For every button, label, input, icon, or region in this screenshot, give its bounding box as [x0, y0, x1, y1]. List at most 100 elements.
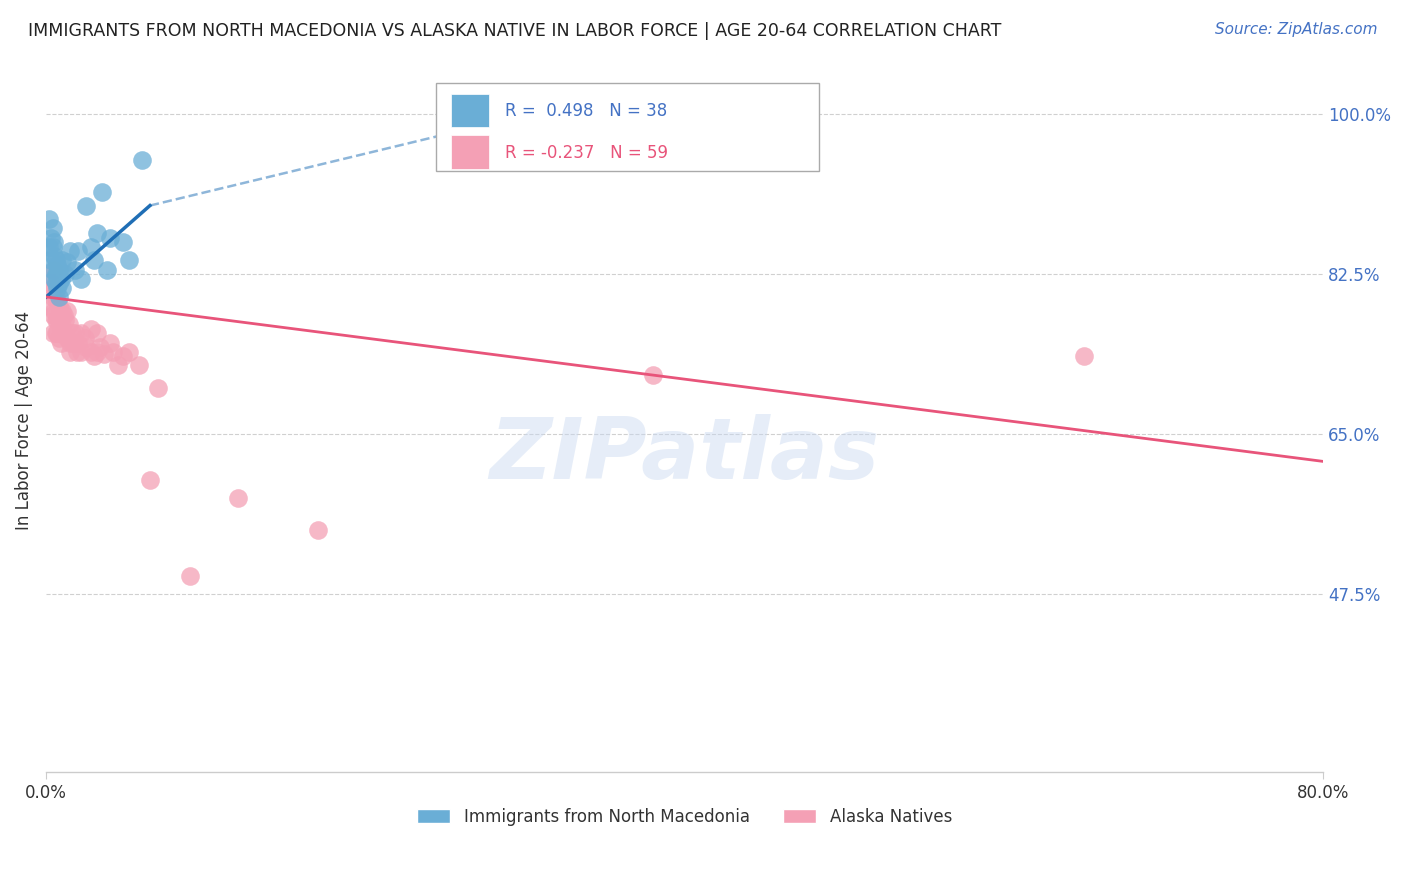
- Point: [75, 198, 97, 212]
- Point: [45, 290, 67, 304]
- Point: [49, 335, 72, 350]
- Point: [70, 271, 93, 285]
- Point: [51, 319, 73, 334]
- Point: [56, 331, 79, 345]
- Point: [45, 253, 67, 268]
- Point: [45, 312, 67, 326]
- Point: [131, 153, 153, 167]
- Point: [111, 349, 134, 363]
- Point: [46, 267, 69, 281]
- Point: [98, 335, 121, 350]
- Point: [39, 230, 62, 244]
- Point: [48, 277, 70, 291]
- Point: [70, 326, 93, 341]
- Point: [86, 326, 108, 341]
- Point: [70, 344, 93, 359]
- Point: [89, 340, 111, 354]
- Point: [111, 235, 134, 249]
- Point: [38, 299, 60, 313]
- Text: ZIPatlas: ZIPatlas: [489, 414, 880, 497]
- Text: Source: ZipAtlas.com: Source: ZipAtlas.com: [1215, 22, 1378, 37]
- Point: [65, 344, 87, 359]
- Point: [107, 359, 129, 373]
- Point: [103, 344, 125, 359]
- Point: [67, 244, 90, 259]
- Point: [45, 326, 67, 341]
- Point: [49, 308, 72, 322]
- Point: [83, 253, 105, 268]
- Point: [45, 267, 67, 281]
- Point: [49, 322, 72, 336]
- Point: [96, 262, 118, 277]
- Point: [41, 308, 63, 322]
- Point: [67, 335, 90, 350]
- Point: [307, 523, 329, 537]
- Text: IMMIGRANTS FROM NORTH MACEDONIA VS ALASKA NATIVE IN LABOR FORCE | AGE 20-64 CORR: IMMIGRANTS FROM NORTH MACEDONIA VS ALASK…: [28, 22, 1001, 40]
- Point: [48, 290, 70, 304]
- Point: [48, 331, 70, 345]
- FancyBboxPatch shape: [451, 94, 489, 128]
- Point: [641, 368, 664, 382]
- Point: [226, 491, 249, 505]
- Point: [53, 312, 76, 326]
- Point: [38, 212, 60, 227]
- Point: [58, 318, 80, 332]
- Point: [46, 312, 69, 326]
- Point: [53, 328, 76, 343]
- Point: [75, 340, 97, 354]
- Point: [51, 303, 73, 318]
- Point: [56, 303, 79, 318]
- Point: [98, 230, 121, 244]
- Point: [41, 240, 63, 254]
- Point: [73, 331, 96, 345]
- Point: [179, 568, 201, 582]
- Point: [39, 253, 62, 268]
- Point: [41, 290, 63, 304]
- Point: [80, 344, 103, 359]
- Point: [118, 253, 141, 268]
- Point: [56, 255, 79, 269]
- Point: [51, 281, 73, 295]
- Point: [59, 244, 82, 259]
- Point: [48, 262, 70, 277]
- Point: [41, 326, 63, 341]
- Point: [59, 344, 82, 359]
- Point: [41, 262, 63, 277]
- Point: [48, 299, 70, 313]
- Point: [80, 322, 103, 336]
- Point: [38, 240, 60, 254]
- Point: [46, 281, 69, 295]
- Legend: Immigrants from North Macedonia, Alaska Natives: Immigrants from North Macedonia, Alaska …: [409, 799, 960, 834]
- Point: [46, 326, 69, 341]
- Point: [60, 326, 83, 341]
- Point: [146, 381, 169, 395]
- Y-axis label: In Labor Force | Age 20-64: In Labor Force | Age 20-64: [15, 310, 32, 530]
- Point: [44, 303, 66, 318]
- Point: [1073, 349, 1095, 363]
- Point: [49, 271, 72, 285]
- Point: [46, 294, 69, 309]
- Point: [83, 349, 105, 363]
- Point: [51, 253, 73, 268]
- Point: [44, 235, 66, 249]
- Point: [80, 240, 103, 254]
- Point: [63, 262, 86, 277]
- FancyBboxPatch shape: [436, 83, 818, 170]
- Point: [46, 258, 69, 272]
- Point: [45, 277, 67, 291]
- Point: [41, 221, 63, 235]
- Point: [44, 281, 66, 295]
- Point: [63, 326, 86, 341]
- Point: [53, 267, 76, 281]
- Point: [86, 226, 108, 240]
- FancyBboxPatch shape: [451, 135, 489, 169]
- Point: [39, 277, 62, 291]
- Point: [59, 335, 82, 350]
- Point: [86, 344, 108, 359]
- Point: [91, 185, 114, 199]
- Point: [139, 473, 162, 487]
- Point: [44, 249, 66, 263]
- Point: [44, 262, 66, 277]
- Text: R =  0.498   N = 38: R = 0.498 N = 38: [505, 103, 666, 120]
- Point: [128, 359, 150, 373]
